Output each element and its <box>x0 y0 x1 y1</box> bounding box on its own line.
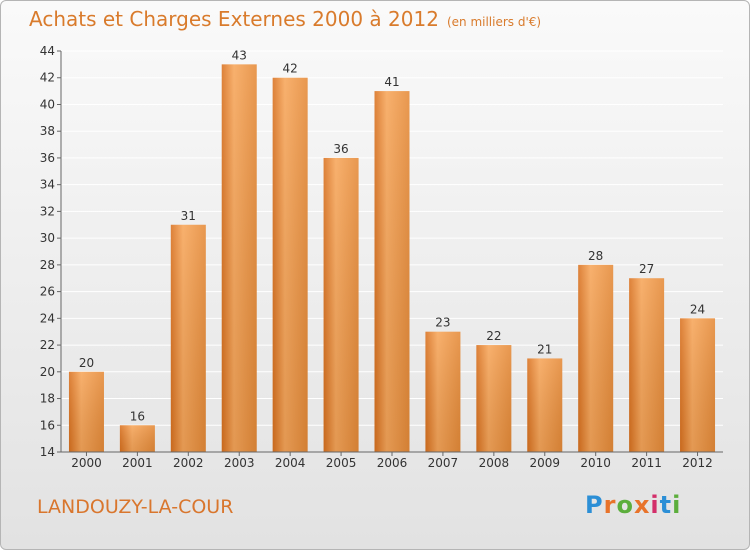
bar-shade-2001 <box>119 425 155 452</box>
value-label-2012: 24 <box>690 302 705 316</box>
value-label-2011: 27 <box>639 262 654 276</box>
value-label-2002: 31 <box>181 209 196 223</box>
logo-letter: i <box>650 491 660 519</box>
y-tick-label: 28 <box>40 258 55 272</box>
x-tick-label-2001: 2001 <box>122 456 153 470</box>
x-tick-label-2000: 2000 <box>71 456 102 470</box>
y-tick-label: 44 <box>40 44 55 58</box>
x-tick-label-2003: 2003 <box>224 456 255 470</box>
value-label-2009: 21 <box>537 342 552 356</box>
value-label-2000: 20 <box>79 356 94 370</box>
x-tick-label-2002: 2002 <box>173 456 204 470</box>
value-label-2004: 42 <box>283 62 298 76</box>
x-tick-label-2006: 2006 <box>377 456 408 470</box>
bar-shade-2006 <box>374 91 410 452</box>
x-tick-label-2005: 2005 <box>326 456 357 470</box>
logo-letter: P <box>585 491 604 519</box>
bar-shade-2011 <box>629 278 665 452</box>
value-label-2010: 28 <box>588 249 603 263</box>
value-label-2007: 23 <box>435 316 450 330</box>
bar-shade-2000 <box>68 371 104 452</box>
y-axis: 14 16 18 20 22 24 26 28 30 32 34 36 38 40 42 44 <box>40 44 62 459</box>
y-tick-label: 36 <box>40 151 55 165</box>
bar-shade-2002 <box>170 224 206 452</box>
y-tick-label: 32 <box>40 204 55 218</box>
bar-shade-2009 <box>527 358 563 452</box>
x-tick-label-2011: 2011 <box>631 456 662 470</box>
chart-title-text: Achats et Charges Externes 2000 à 2012 <box>29 7 439 31</box>
x-tick-label-2007: 2007 <box>428 456 459 470</box>
x-tick-label-2010: 2010 <box>580 456 611 470</box>
logo-letter: i <box>672 491 682 519</box>
chart-title: Achats et Charges Externes 2000 à 2012 (e… <box>29 7 541 31</box>
logo-letter: t <box>659 491 673 519</box>
bar-shade-2008 <box>476 345 512 452</box>
y-tick-label: 30 <box>40 231 55 245</box>
y-tick-label: 42 <box>40 71 55 85</box>
y-tick-label: 24 <box>40 311 55 325</box>
y-tick-label: 34 <box>40 178 55 192</box>
x-tick-label-2009: 2009 <box>529 456 560 470</box>
bar-shade-2003 <box>221 64 257 452</box>
y-tick-label: 22 <box>40 338 55 352</box>
x-axis: 2000 2001 2002 2003 2004 2005 2006 2007 2008 2009… <box>61 451 723 470</box>
y-tick-label: 16 <box>40 418 55 432</box>
y-tick-label: 18 <box>40 392 55 406</box>
y-tick-label: 38 <box>40 124 55 138</box>
x-tick-label-2012: 2012 <box>682 456 713 470</box>
bar-shade-2012 <box>680 318 716 452</box>
bar-shade-2005 <box>323 157 359 452</box>
y-tick-label: 20 <box>40 365 55 379</box>
value-label-2006: 41 <box>384 75 399 89</box>
y-tick-label: 40 <box>40 97 55 111</box>
value-label-2008: 22 <box>486 329 501 343</box>
value-label-2005: 36 <box>333 142 348 156</box>
value-label-2003: 43 <box>232 48 247 62</box>
chart-subtitle: (en milliers d'€) <box>446 15 542 29</box>
value-label-2001: 16 <box>130 409 145 423</box>
logo-letter: x <box>633 491 651 519</box>
y-tick-label: 14 <box>40 445 55 459</box>
proxiti-logo[interactable]: Proxiti <box>585 491 681 519</box>
bar-shade-2010 <box>578 264 614 452</box>
logo-letter: r <box>603 491 617 519</box>
logo-letter: o <box>616 491 634 519</box>
x-tick-label-2004: 2004 <box>275 456 306 470</box>
bar-shade-2004 <box>272 77 308 452</box>
y-tick-label: 26 <box>40 285 55 299</box>
x-tick-label-2008: 2008 <box>479 456 510 470</box>
commune-name: LANDOUZY-LA-COUR <box>37 496 234 518</box>
bar-shade-2007 <box>425 331 461 452</box>
bars: 20 16 31 43 42 36 41 23 22 21 28 27 24 <box>68 48 716 452</box>
